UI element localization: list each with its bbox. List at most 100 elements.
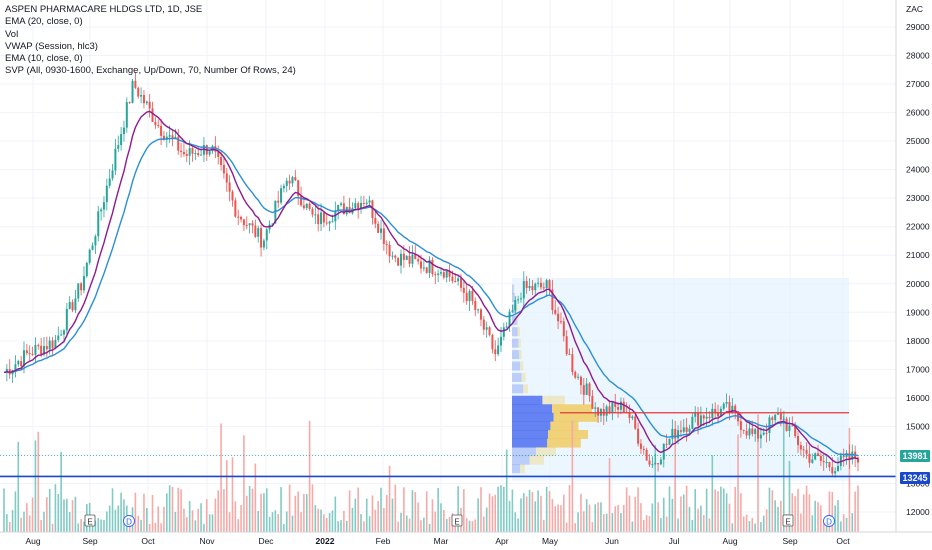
legend-vwap[interactable]: VWAP (Session, hlc3)	[5, 40, 98, 52]
candle-body	[360, 202, 363, 210]
candle-body	[325, 222, 328, 224]
chart-title[interactable]: ASPEN PHARMACARE HLDGS LTD, 1D, JSE	[5, 4, 203, 15]
volume-bar	[791, 493, 794, 532]
volume-bar	[820, 505, 822, 532]
candle-body	[260, 228, 263, 248]
candle-body	[120, 134, 123, 146]
volume-bar	[705, 488, 708, 532]
candle-body	[714, 408, 717, 413]
volume-bar	[217, 490, 220, 532]
volume-bar	[637, 487, 639, 532]
candle-body	[782, 418, 785, 420]
volume-bar	[837, 500, 839, 532]
volume-bar	[185, 517, 188, 532]
volume-bar	[234, 501, 237, 532]
legend-ema10[interactable]: EMA (10, close, 0)	[5, 53, 83, 65]
volume-bar	[488, 493, 491, 532]
volume-bar	[680, 496, 682, 532]
volume-bar	[831, 491, 834, 532]
volume-bar	[760, 522, 762, 532]
x-tick-label: Apr	[495, 536, 508, 546]
volume-bar	[300, 512, 302, 532]
volume-bar	[305, 494, 308, 532]
candle-body	[194, 153, 197, 155]
candle-body	[819, 455, 822, 461]
volume-bar	[417, 502, 419, 532]
candle-body	[262, 240, 265, 248]
earnings-marker	[782, 514, 794, 527]
candle-body	[382, 228, 385, 244]
legend-ema20[interactable]: EMA (20, close, 0)	[5, 16, 83, 28]
volume-bar	[23, 511, 25, 532]
volume-bar	[557, 504, 559, 532]
candle-body	[68, 302, 71, 309]
candle-body	[88, 249, 91, 263]
volume-bar	[114, 509, 117, 532]
volume-bar	[465, 518, 468, 532]
svp-up-bar	[512, 284, 514, 294]
candle-body	[365, 202, 368, 204]
legend-vol[interactable]: Vol	[5, 28, 19, 40]
volume-bar	[797, 488, 799, 532]
volume-bar	[722, 488, 725, 532]
currency-label: ZAC	[906, 4, 923, 14]
candle-body	[799, 445, 802, 450]
candle-body	[597, 407, 600, 416]
volume-bar	[43, 511, 45, 532]
candle-body	[117, 145, 120, 149]
volume-bar	[120, 492, 122, 532]
candle-body	[802, 449, 805, 451]
volume-bar	[205, 499, 208, 532]
svp-down-bar	[552, 404, 592, 414]
x-tick-label: Aug	[722, 536, 737, 546]
candle-body	[420, 261, 423, 269]
volume-bar	[108, 505, 111, 532]
volume-bar	[123, 499, 125, 532]
event-marker-label: D	[126, 518, 132, 527]
y-tick-label: 28000	[906, 51, 930, 61]
candle-body	[160, 125, 163, 136]
indicator-legend: ASPEN PHARMACARE HLDGS LTD, 1D, JSE EMA …	[5, 4, 296, 78]
volume-bar	[511, 489, 514, 532]
volume-bar	[551, 499, 554, 532]
candle-body	[725, 402, 728, 404]
support-price-tag: 13245	[900, 472, 930, 484]
candle-body	[357, 203, 360, 210]
volume-bar	[257, 510, 260, 532]
volume-bar	[654, 444, 657, 532]
candle-body	[711, 408, 714, 419]
svp-down-bar	[521, 372, 526, 382]
candle-body	[254, 225, 257, 237]
candle-body	[688, 428, 691, 432]
candle-body	[631, 416, 634, 419]
volume-bar	[323, 514, 325, 532]
volume-bar	[146, 508, 148, 532]
volume-bar	[14, 491, 17, 532]
volume-bar	[477, 498, 479, 532]
volume-bar	[802, 494, 805, 532]
candle-body	[745, 430, 748, 436]
candle-body	[431, 259, 434, 275]
candle-body	[208, 151, 211, 155]
svp-up-bar	[512, 372, 522, 382]
volume-bar	[742, 516, 745, 532]
candle-body	[565, 336, 568, 354]
candle-body	[779, 413, 782, 420]
candle-body	[514, 299, 517, 311]
volume-bar	[762, 515, 765, 532]
volume-bar	[822, 520, 825, 532]
candle-body	[697, 413, 700, 426]
volume-bar	[245, 495, 248, 532]
volume-bar	[197, 508, 200, 532]
candle-body	[165, 136, 168, 140]
candle-body	[731, 405, 734, 413]
svp-up-bar	[512, 429, 548, 439]
volume-bar	[457, 486, 459, 532]
volume-bar	[200, 503, 202, 532]
volume-bar	[811, 515, 814, 532]
volume-bar	[594, 504, 597, 532]
candle-body	[845, 453, 848, 458]
legend-svp[interactable]: SVP (All, 0930-1600, Exchange, Up/Down, …	[5, 65, 296, 77]
candle-body	[765, 432, 768, 434]
